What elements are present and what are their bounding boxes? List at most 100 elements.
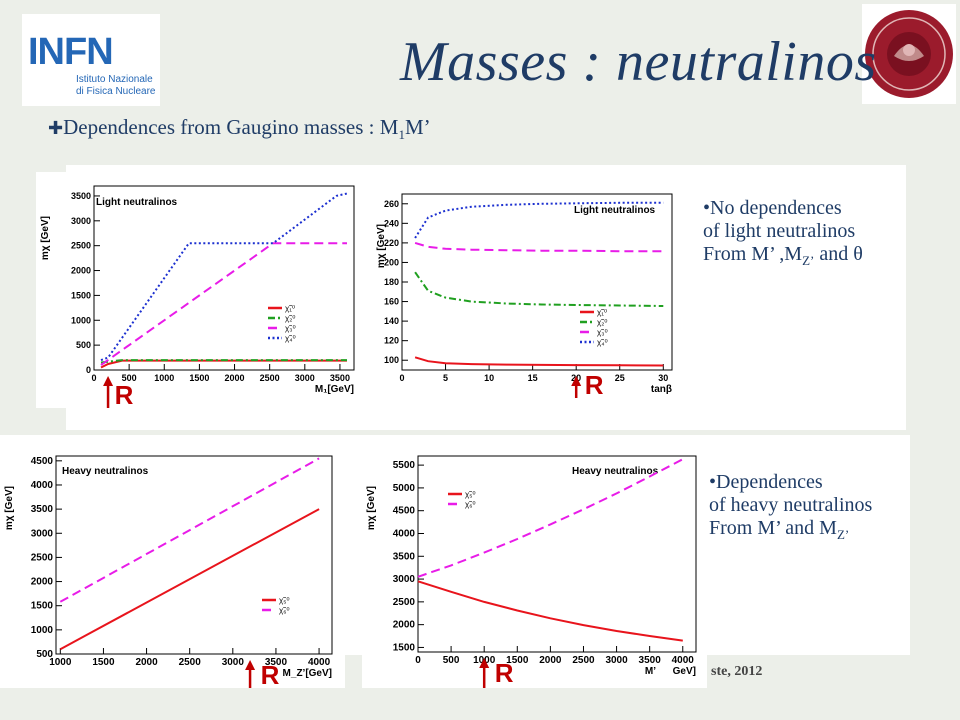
y-tick-label: 4500 — [393, 506, 416, 517]
y-tick-label: 5500 — [393, 460, 416, 471]
series-line-1 — [59, 508, 320, 651]
legend-label: χ̃₆⁰ — [279, 606, 290, 615]
y-tick-label: 3500 — [393, 551, 416, 562]
r-marker-arrowhead-icon — [571, 376, 582, 386]
y-tick-label: 0 — [86, 365, 91, 375]
legend-label: χ̃₅⁰ — [279, 596, 290, 605]
x-tick-label: 3000 — [295, 373, 315, 383]
r-marker-label: R — [585, 370, 604, 398]
plus-bullet-icon: ✚ — [48, 118, 64, 138]
legend-label: χ̃₃⁰ — [285, 324, 296, 333]
x-tick-label: 500 — [122, 373, 137, 383]
svg-text:di Fisica Nucleare: di Fisica Nucleare — [76, 86, 156, 97]
y-axis-label: mχ [GeV] — [4, 486, 15, 530]
r-marker-label: R — [261, 660, 280, 688]
legend-label: χ̃₃⁰ — [597, 328, 608, 337]
x-tick-label: 2000 — [135, 657, 158, 668]
note-bullet-icon: • — [709, 471, 717, 493]
x-tick-label: 0 — [415, 655, 421, 666]
legend-label: χ̃₆⁰ — [465, 500, 476, 509]
series-line-1 — [414, 356, 664, 367]
y-tick-label: 3500 — [71, 191, 91, 201]
y-tick-label: 2000 — [393, 620, 416, 631]
y-tick-label: 1000 — [71, 315, 91, 325]
x-tick-label: 0 — [399, 373, 404, 383]
x-tick-label: 4000 — [672, 655, 695, 666]
series-line-2 — [59, 457, 320, 603]
series-line-2 — [100, 359, 347, 364]
plot-tanbeta: 051015202530100120140160180200220240260t… — [372, 180, 680, 398]
note-top-line1: No dependences — [710, 197, 842, 219]
x-tick-label: 2000 — [225, 373, 245, 383]
series-line-4 — [100, 192, 348, 362]
y-tick-label: 500 — [76, 340, 91, 350]
legend-title: Light neutralinos — [574, 205, 656, 216]
series-line-4 — [414, 201, 664, 239]
series-line-2 — [417, 458, 684, 578]
slide-title: Masses : neutralinos — [400, 31, 877, 93]
y-tick-label: 2500 — [71, 241, 91, 251]
legend-label: χ̃₂⁰ — [597, 318, 608, 327]
note-top-line2: of light neutralinos — [703, 220, 856, 242]
x-tick-label: 25 — [615, 373, 625, 383]
y-tick-label: 3000 — [31, 528, 54, 539]
svg-text:INFN: INFN — [28, 31, 113, 73]
x-tick-label: 30 — [658, 373, 668, 383]
gaugino-bullet: ✚Dependences from Gaugino masses : M1M’ — [48, 115, 431, 143]
x-tick-label: 5 — [443, 373, 448, 383]
x-tick-label: 2500 — [260, 373, 280, 383]
legend-label: χ̃₁⁰ — [597, 308, 607, 317]
note-top-line3: From M’ ,M — [703, 243, 803, 265]
note-bullet-icon: • — [703, 197, 711, 219]
x-axis-label: M’ — [645, 666, 656, 677]
legend-label: χ̃₁⁰ — [285, 304, 295, 313]
note-top-line3-sub: Z’ — [802, 253, 815, 268]
legend-label: χ̃₅⁰ — [465, 490, 476, 499]
series-line-1 — [100, 359, 347, 369]
y-tick-label: 2000 — [71, 266, 91, 276]
y-tick-label: 4000 — [31, 480, 54, 491]
r-marker-arrowhead-icon — [245, 660, 256, 670]
y-tick-label: 240 — [384, 218, 399, 228]
series-line-2 — [414, 271, 664, 307]
y-axis-label: mχ [GeV] — [376, 224, 387, 268]
x-tick-label: 4000 — [308, 657, 331, 668]
x-tick-label: 2500 — [572, 655, 595, 666]
y-tick-label: 160 — [384, 297, 399, 307]
note-bottom-line3-sub: Z’ — [836, 527, 850, 542]
y-tick-label: 5000 — [393, 483, 416, 494]
x-tick-label: 1500 — [506, 655, 529, 666]
infn-logo: INFN Istituto Nazionale di Fisica Nuclea… — [22, 14, 160, 106]
note-bottom-line3: From M’ and M — [709, 517, 837, 539]
r-marker-label: R — [495, 658, 514, 688]
x-tick-label: 15 — [528, 373, 538, 383]
series-line-3 — [100, 242, 347, 366]
x-tick-label: 1000 — [154, 373, 174, 383]
legend-label: χ̃₂⁰ — [285, 314, 296, 323]
y-tick-label: 3000 — [393, 574, 416, 585]
x-tick-label: 500 — [443, 655, 460, 666]
legend-label: χ̃₄⁰ — [597, 338, 608, 347]
legend-title: Light neutralinos — [96, 197, 178, 208]
x-tick-label: 2000 — [539, 655, 562, 666]
y-tick-label: 140 — [384, 316, 399, 326]
y-tick-label: 260 — [384, 199, 399, 209]
x-tick-label: 3500 — [330, 373, 350, 383]
x-axis-label: M_Z’[GeV] — [283, 668, 332, 679]
x-tick-label: 3000 — [222, 657, 245, 668]
y-tick-label: 4000 — [393, 528, 416, 539]
y-tick-label: 1500 — [71, 290, 91, 300]
x-tick-label: 1000 — [49, 657, 72, 668]
note-top-line3-end: and θ — [814, 243, 863, 265]
y-tick-label: 4500 — [31, 456, 54, 467]
x-tick-label: 0 — [91, 373, 96, 383]
y-tick-label: 1500 — [31, 601, 54, 612]
x-tick-label: 10 — [484, 373, 494, 383]
x-tick-label: 1500 — [92, 657, 115, 668]
plot-m1: 0 500 1000 1500 2000 2500 3000 3500 0 500 1000 1500… — [36, 172, 368, 408]
plot-mzprime: 1000 1500 2000 2500 3000 3500 4000 500 1000 1500 2… — [0, 440, 345, 688]
legend-title: Heavy neutralinos — [572, 466, 659, 477]
plot-mprime: 0500100015002000250030003500400015002000… — [362, 440, 707, 688]
r-marker-arrowhead-icon — [103, 376, 114, 386]
x-axis-label-unit: GeV] — [673, 666, 696, 677]
